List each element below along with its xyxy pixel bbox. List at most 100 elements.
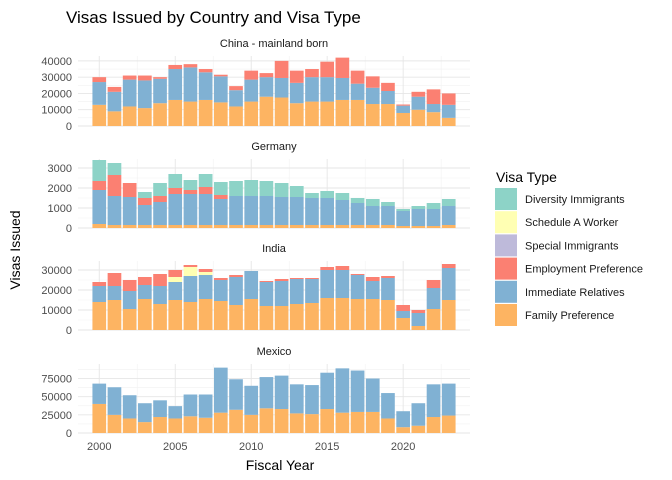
y-tick-label: 25000 xyxy=(41,410,72,422)
bar-segment-immediate-relatives xyxy=(153,78,167,104)
bar-segment-immediate-relatives xyxy=(396,411,410,428)
bar-segment-immediate-relatives xyxy=(441,383,456,416)
bar-segment-diversity-immigrants xyxy=(335,193,350,200)
bar-segment-immediate-relatives xyxy=(365,281,380,299)
bar-segment-immediate-relatives xyxy=(381,91,395,105)
bar-segment-family-preference xyxy=(153,304,167,330)
bar-segment-diversity-immigrants xyxy=(153,183,167,196)
y-tick-label: 0 xyxy=(66,223,72,235)
bar-segment-employment-preference xyxy=(153,274,167,286)
x-tick-label: 2000 xyxy=(87,441,111,453)
bar-segment-employment-preference xyxy=(441,93,456,105)
y-axis-title: Visas Issued xyxy=(7,210,23,289)
legend-swatch xyxy=(495,304,517,326)
bar-segment-family-preference xyxy=(350,225,365,228)
bar-segment-employment-preference xyxy=(259,281,274,282)
bar-segment-employment-preference xyxy=(365,277,380,281)
bar-segment-family-preference xyxy=(138,422,152,433)
bar-segment-employment-preference xyxy=(381,276,395,278)
bar-segment-family-preference xyxy=(365,299,380,330)
bar-segment-employment-preference xyxy=(198,69,213,73)
bar-segment-immediate-relatives xyxy=(138,205,152,225)
bar-segment-diversity-immigrants xyxy=(274,183,289,197)
bar-segment-family-preference xyxy=(168,300,183,330)
bar-segment-employment-preference xyxy=(168,188,183,194)
bar-segment-immediate-relatives xyxy=(107,286,122,300)
bar-segment-employment-preference xyxy=(396,305,410,311)
bar-segment-family-preference xyxy=(198,225,213,228)
y-tick-label: 0 xyxy=(66,325,72,337)
bar-segment-immediate-relatives xyxy=(441,104,456,118)
bar-segment-employment-preference xyxy=(274,60,289,78)
bar-segment-immediate-relatives xyxy=(411,209,426,226)
bar-segment-immediate-relatives xyxy=(426,288,441,309)
bar-segment-immediate-relatives xyxy=(350,370,365,412)
bar-segment-immediate-relatives xyxy=(122,291,137,309)
y-tick-label: 50000 xyxy=(41,392,72,404)
bar-segment-family-preference xyxy=(138,299,152,330)
bar-segment-immediate-relatives xyxy=(305,77,319,102)
bar-segment-immediate-relatives xyxy=(274,77,289,98)
bar-segment-immediate-relatives xyxy=(335,200,350,225)
bar-segment-employment-preference xyxy=(350,274,365,275)
bar-segment-family-preference xyxy=(213,301,228,330)
bar-segment-diversity-immigrants xyxy=(426,203,441,209)
bar-segment-immediate-relatives xyxy=(122,79,137,107)
bar-segment-diversity-immigrants xyxy=(305,193,319,198)
bar-segment-family-preference xyxy=(289,103,304,126)
bar-segment-immediate-relatives xyxy=(441,268,456,300)
bar-segment-schedule-a-worker xyxy=(168,277,183,282)
bar-segment-immediate-relatives xyxy=(92,383,107,404)
bar-segment-diversity-immigrants xyxy=(411,206,426,209)
bar-segment-family-preference xyxy=(92,403,107,433)
bar-segment-immediate-relatives xyxy=(350,83,365,100)
bar-segment-immediate-relatives xyxy=(229,90,243,107)
bar-segment-employment-preference xyxy=(320,267,335,270)
bar-segment-immediate-relatives xyxy=(305,279,319,303)
bar-segment-employment-preference xyxy=(289,70,304,83)
bar-segment-employment-preference xyxy=(122,75,137,80)
bar-segment-family-preference xyxy=(396,112,410,126)
bar-segment-immediate-relatives xyxy=(198,275,213,299)
bar-segment-immediate-relatives xyxy=(168,282,183,300)
bar-segment-family-preference xyxy=(365,411,380,433)
bar-segment-immediate-relatives xyxy=(183,276,198,302)
bar-segment-employment-preference xyxy=(426,280,441,288)
bar-segment-family-preference xyxy=(168,99,183,126)
bar-segment-employment-preference xyxy=(92,282,107,286)
bar-segment-family-preference xyxy=(320,409,335,433)
bar-segment-diversity-immigrants xyxy=(107,163,122,175)
bar-segment-employment-preference xyxy=(122,280,137,291)
x-tick-label: 2020 xyxy=(391,441,415,453)
bar-segment-family-preference xyxy=(365,225,380,228)
bar-segment-immediate-relatives xyxy=(229,379,243,410)
bar-segment-family-preference xyxy=(396,318,410,330)
bar-segment-employment-preference xyxy=(259,73,274,78)
bar-segment-family-preference xyxy=(229,305,243,330)
panel-germany: Germany 0 1000 2000 3000 xyxy=(48,141,470,235)
bar-segment-immediate-relatives xyxy=(320,198,335,225)
legend-swatch xyxy=(495,257,517,280)
bar-segment-family-preference xyxy=(107,414,122,433)
bar-segment-immediate-relatives xyxy=(107,387,122,415)
bar-segment-employment-preference xyxy=(365,76,380,88)
bar-segment-immediate-relatives xyxy=(289,82,304,104)
bar-segment-immediate-relatives xyxy=(168,406,183,419)
legend-item-employment-preference: Employment Preference xyxy=(495,257,643,280)
bar-segment-immediate-relatives xyxy=(274,281,289,306)
bar-segment-family-preference xyxy=(411,326,426,330)
bar-segment-employment-preference xyxy=(289,278,304,279)
bar-segment-employment-preference xyxy=(274,279,289,281)
bar-segment-employment-preference xyxy=(168,270,183,277)
bar-segment-employment-preference xyxy=(411,91,426,97)
bar-segment-immediate-relatives xyxy=(426,209,441,226)
legend-item-immediate-relatives: Immediate Relatives xyxy=(495,280,625,303)
bar-segment-family-preference xyxy=(107,225,122,228)
y-tick-label: 0 xyxy=(66,428,72,440)
bar-segment-family-preference xyxy=(229,409,243,433)
bar-segment-family-preference xyxy=(289,304,304,330)
y-tick-label: 3000 xyxy=(48,163,72,175)
bar-segment-family-preference xyxy=(426,226,441,228)
bar-segment-immediate-relatives xyxy=(229,277,243,305)
